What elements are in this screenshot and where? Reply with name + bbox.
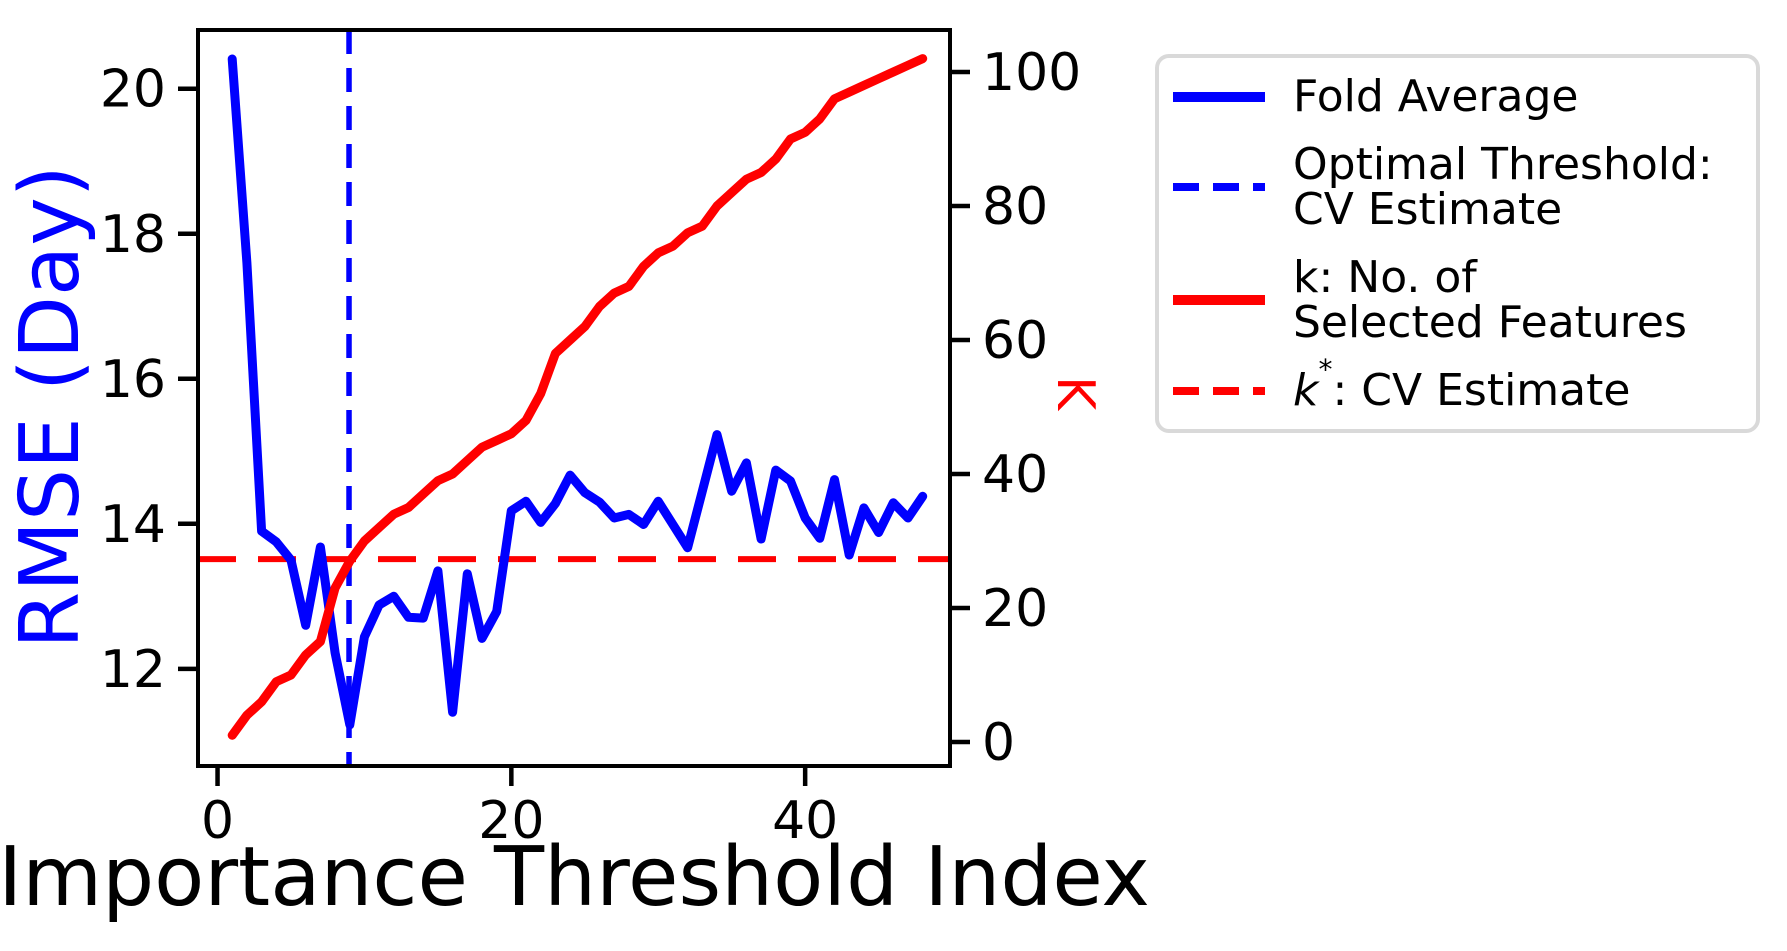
y-left-tick-label: 20 [100,60,166,120]
fold-average-line-sample [1173,91,1265,102]
legend-item-k-star: k*: CV Estimate [1173,356,1736,416]
y-left-tick-label: 12 [100,640,166,700]
x-axis-title: Importance Threshold Index [0,830,1150,925]
legend-label-line: Fold Average [1293,71,1579,122]
plot-spines [196,28,952,768]
y-right-tick-label: 80 [982,177,1048,237]
fold-average-line [227,54,928,730]
x-tick-label: 0 [201,791,234,851]
y-right-tick-label: 20 [982,579,1048,639]
k-star-line-sample [1173,386,1265,395]
y-right-tick-label: 40 [982,445,1048,505]
legend-label-fold-average: Fold Average [1293,74,1578,119]
optimal-threshold-line-sample [1173,183,1265,191]
y-left-tick-label: 18 [100,205,166,265]
y-left-tick-label: 16 [100,350,166,410]
legend-label-line: k [1293,365,1319,416]
legend-label-line: CV Estimate [1293,184,1563,235]
k-selected-line [227,54,928,740]
legend-item-k-selected-features: k: No. of Selected Features [1173,255,1736,345]
legend-label-k-star: k*: CV Estimate [1293,356,1631,416]
y-left-axis-title: RMSE (Day) [3,165,98,649]
legend-item-fold-average: Fold Average [1173,74,1736,119]
k-selected-line-sample [1173,295,1265,305]
legend-label-optimal-threshold: Optimal Threshold: CV Estimate [1293,142,1713,232]
legend-label-k-selected: k: No. of Selected Features [1293,255,1687,345]
y-left-tick-label: 14 [100,495,166,555]
y-right-axis-title: K [1045,376,1105,412]
y-right-tick-label: 100 [982,43,1081,103]
legend-label-line: Selected Features [1293,297,1687,348]
legend-label-line: Optimal Threshold: [1293,139,1713,190]
y-right-tick-label: 0 [982,713,1015,773]
legend: Fold Average Optimal Threshold: CV Estim… [1155,54,1760,433]
legend-label-line: : CV Estimate [1332,365,1631,416]
legend-item-optimal-threshold: Optimal Threshold: CV Estimate [1173,142,1736,232]
y-right-tick-label: 60 [982,311,1048,371]
x-tick-label: 40 [772,791,838,851]
x-tick-label: 20 [478,791,544,851]
legend-label-line: k: No. of [1293,252,1477,303]
asterisk-superscript: * [1318,353,1333,386]
